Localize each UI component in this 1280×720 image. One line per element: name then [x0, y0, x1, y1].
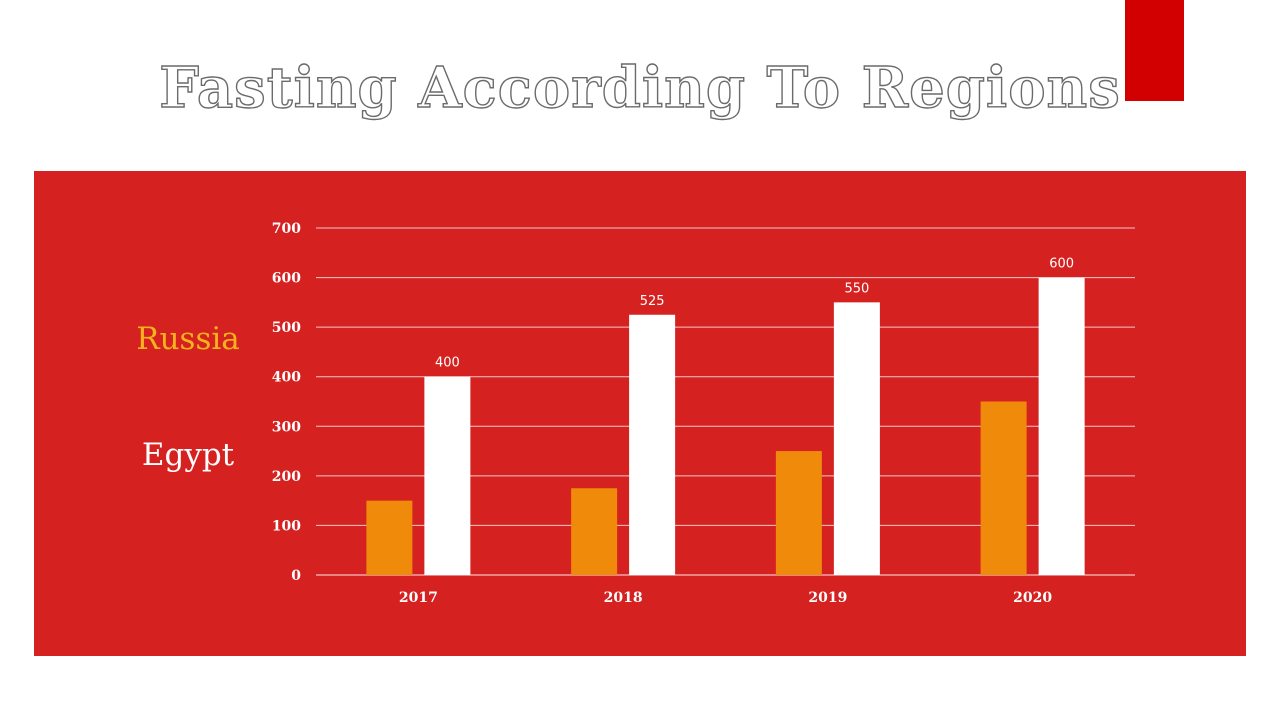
y-tick-label: 500 — [272, 320, 301, 336]
bar-russia — [571, 488, 618, 575]
accent-block — [1125, 0, 1184, 101]
y-tick-label: 400 — [272, 370, 301, 386]
y-tick-label: 200 — [272, 469, 301, 485]
slide-title: Fasting According To Regions — [158, 54, 1121, 121]
x-tick-label: 2018 — [604, 590, 643, 606]
y-tick-label: 700 — [272, 221, 301, 237]
x-tick-label: 2017 — [399, 590, 438, 606]
y-tick-label: 100 — [272, 518, 301, 534]
bar-egypt — [1038, 277, 1085, 575]
bar-egypt — [629, 314, 676, 575]
bar-egypt — [424, 376, 471, 575]
y-tick-label: 600 — [272, 271, 301, 287]
data-label: 600 — [1049, 257, 1074, 272]
bar-egypt — [833, 302, 880, 575]
chart-panel: Russia Egypt 0 100 200 300 400 500 600 700 400 20… — [34, 171, 1246, 656]
data-label: 400 — [435, 356, 460, 371]
legend-label-russia: Russia — [136, 321, 240, 357]
bar-chart: 0 100 200 300 400 500 600 700 400 2017 525 2018 550 2… — [272, 221, 1135, 606]
data-label: 525 — [640, 294, 665, 309]
bar-russia — [980, 401, 1027, 575]
legend-label-egypt: Egypt — [141, 437, 235, 473]
data-label: 550 — [844, 281, 869, 296]
x-tick-label: 2019 — [808, 590, 847, 606]
y-tick-label: 300 — [272, 419, 301, 435]
bar-russia — [366, 500, 413, 575]
bar-russia — [775, 451, 822, 575]
x-tick-label: 2020 — [1013, 590, 1052, 606]
y-tick-label: 0 — [291, 568, 301, 584]
